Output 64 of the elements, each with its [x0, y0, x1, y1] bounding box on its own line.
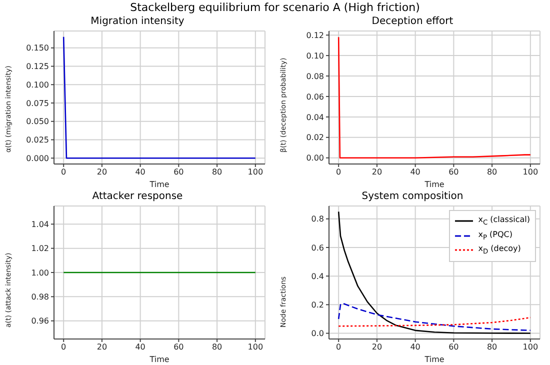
y-tick-label: 0.06 [306, 92, 324, 102]
chart-title: System composition [360, 190, 464, 204]
x-tick-label: 60 [448, 342, 459, 352]
x-tick-label: 40 [135, 168, 146, 177]
y-tick-label: 0.025 [26, 136, 49, 145]
chart-title: Migration intensity [90, 15, 186, 29]
y-tick-label: 0.2 [311, 300, 324, 310]
y-tick-label: 1.04 [31, 220, 49, 229]
x-tick-label: 20 [372, 342, 382, 352]
legend-label: x$_{D}$ (decoy) [478, 243, 521, 258]
chart-title: Attacker response [91, 190, 184, 204]
line-series [338, 302, 532, 332]
x-tick-label: 0 [336, 168, 342, 177]
y-tick-label: 0.6 [311, 243, 324, 252]
y-tick-label: 0.98 [31, 292, 49, 302]
x-tick-label: 40 [410, 342, 420, 352]
x-tick-label: 0 [61, 342, 66, 352]
x-tick-label: 0 [336, 342, 342, 352]
y-tick-label: 0.000 [26, 154, 49, 163]
x-axis-title: Time [424, 355, 444, 364]
x-tick-label: 80 [212, 342, 222, 352]
y-tick-label: 0.12 [306, 30, 324, 40]
y-tick-label: 1.00 [31, 268, 49, 278]
x-tick-label: 80 [486, 168, 498, 177]
x-tick-label: 60 [174, 342, 184, 352]
y-tick-label: 0.8 [311, 214, 324, 224]
x-tick-label: 100 [248, 168, 264, 177]
line-series [338, 316, 532, 327]
x-axis-title: Time [148, 355, 170, 364]
x-tick-label: 0 [61, 168, 66, 177]
y-tick-label: 0.0 [311, 329, 324, 338]
legend-label: x$_{P}$ (PQC) [478, 228, 512, 244]
x-tick-label: 20 [96, 168, 108, 177]
x-tick-label: 100 [522, 168, 538, 177]
y-tick-label: 0.02 [306, 133, 324, 142]
y-tick-label: 0.08 [306, 72, 324, 81]
x-tick-label: 20 [96, 342, 108, 352]
x-tick-label: 80 [486, 342, 498, 352]
legend-label: x$_{C}$ (classical) [478, 214, 530, 229]
x-tick-label: 20 [372, 168, 382, 177]
y-tick-label: 0.050 [26, 117, 49, 126]
x-tick-label: 100 [248, 342, 264, 352]
y-tick-label: 0.100 [26, 80, 49, 90]
y-tick-label: 0.075 [26, 98, 49, 108]
text: Stackelberg equilibrium for scenario A (High friction) [130, 1, 420, 14]
x-tick-label: 40 [410, 168, 420, 177]
y-tick-label: 0.04 [306, 112, 324, 122]
y-tick-label: 0.96 [31, 316, 49, 326]
x-tick-label: 60 [448, 168, 459, 177]
y-tick-label: 0.00 [306, 154, 324, 163]
x-tick-label: 80 [212, 168, 222, 177]
y-tick-label: 1.02 [31, 244, 49, 254]
x-tick-label: 100 [522, 342, 538, 352]
y-tick-label: 0.10 [306, 51, 324, 60]
x-tick-label: 40 [135, 342, 146, 352]
x-axis-title: Time [148, 180, 170, 189]
line-series [338, 211, 532, 334]
x-axis-title: Time [424, 180, 444, 189]
y-tick-label: 0.125 [26, 62, 49, 72]
line-series [338, 36, 532, 159]
y-tick-label: 0.150 [26, 44, 49, 53]
x-tick-label: 60 [174, 168, 184, 177]
chart-title: Deception effort [370, 15, 454, 29]
y-tick-label: 0.4 [311, 272, 324, 281]
